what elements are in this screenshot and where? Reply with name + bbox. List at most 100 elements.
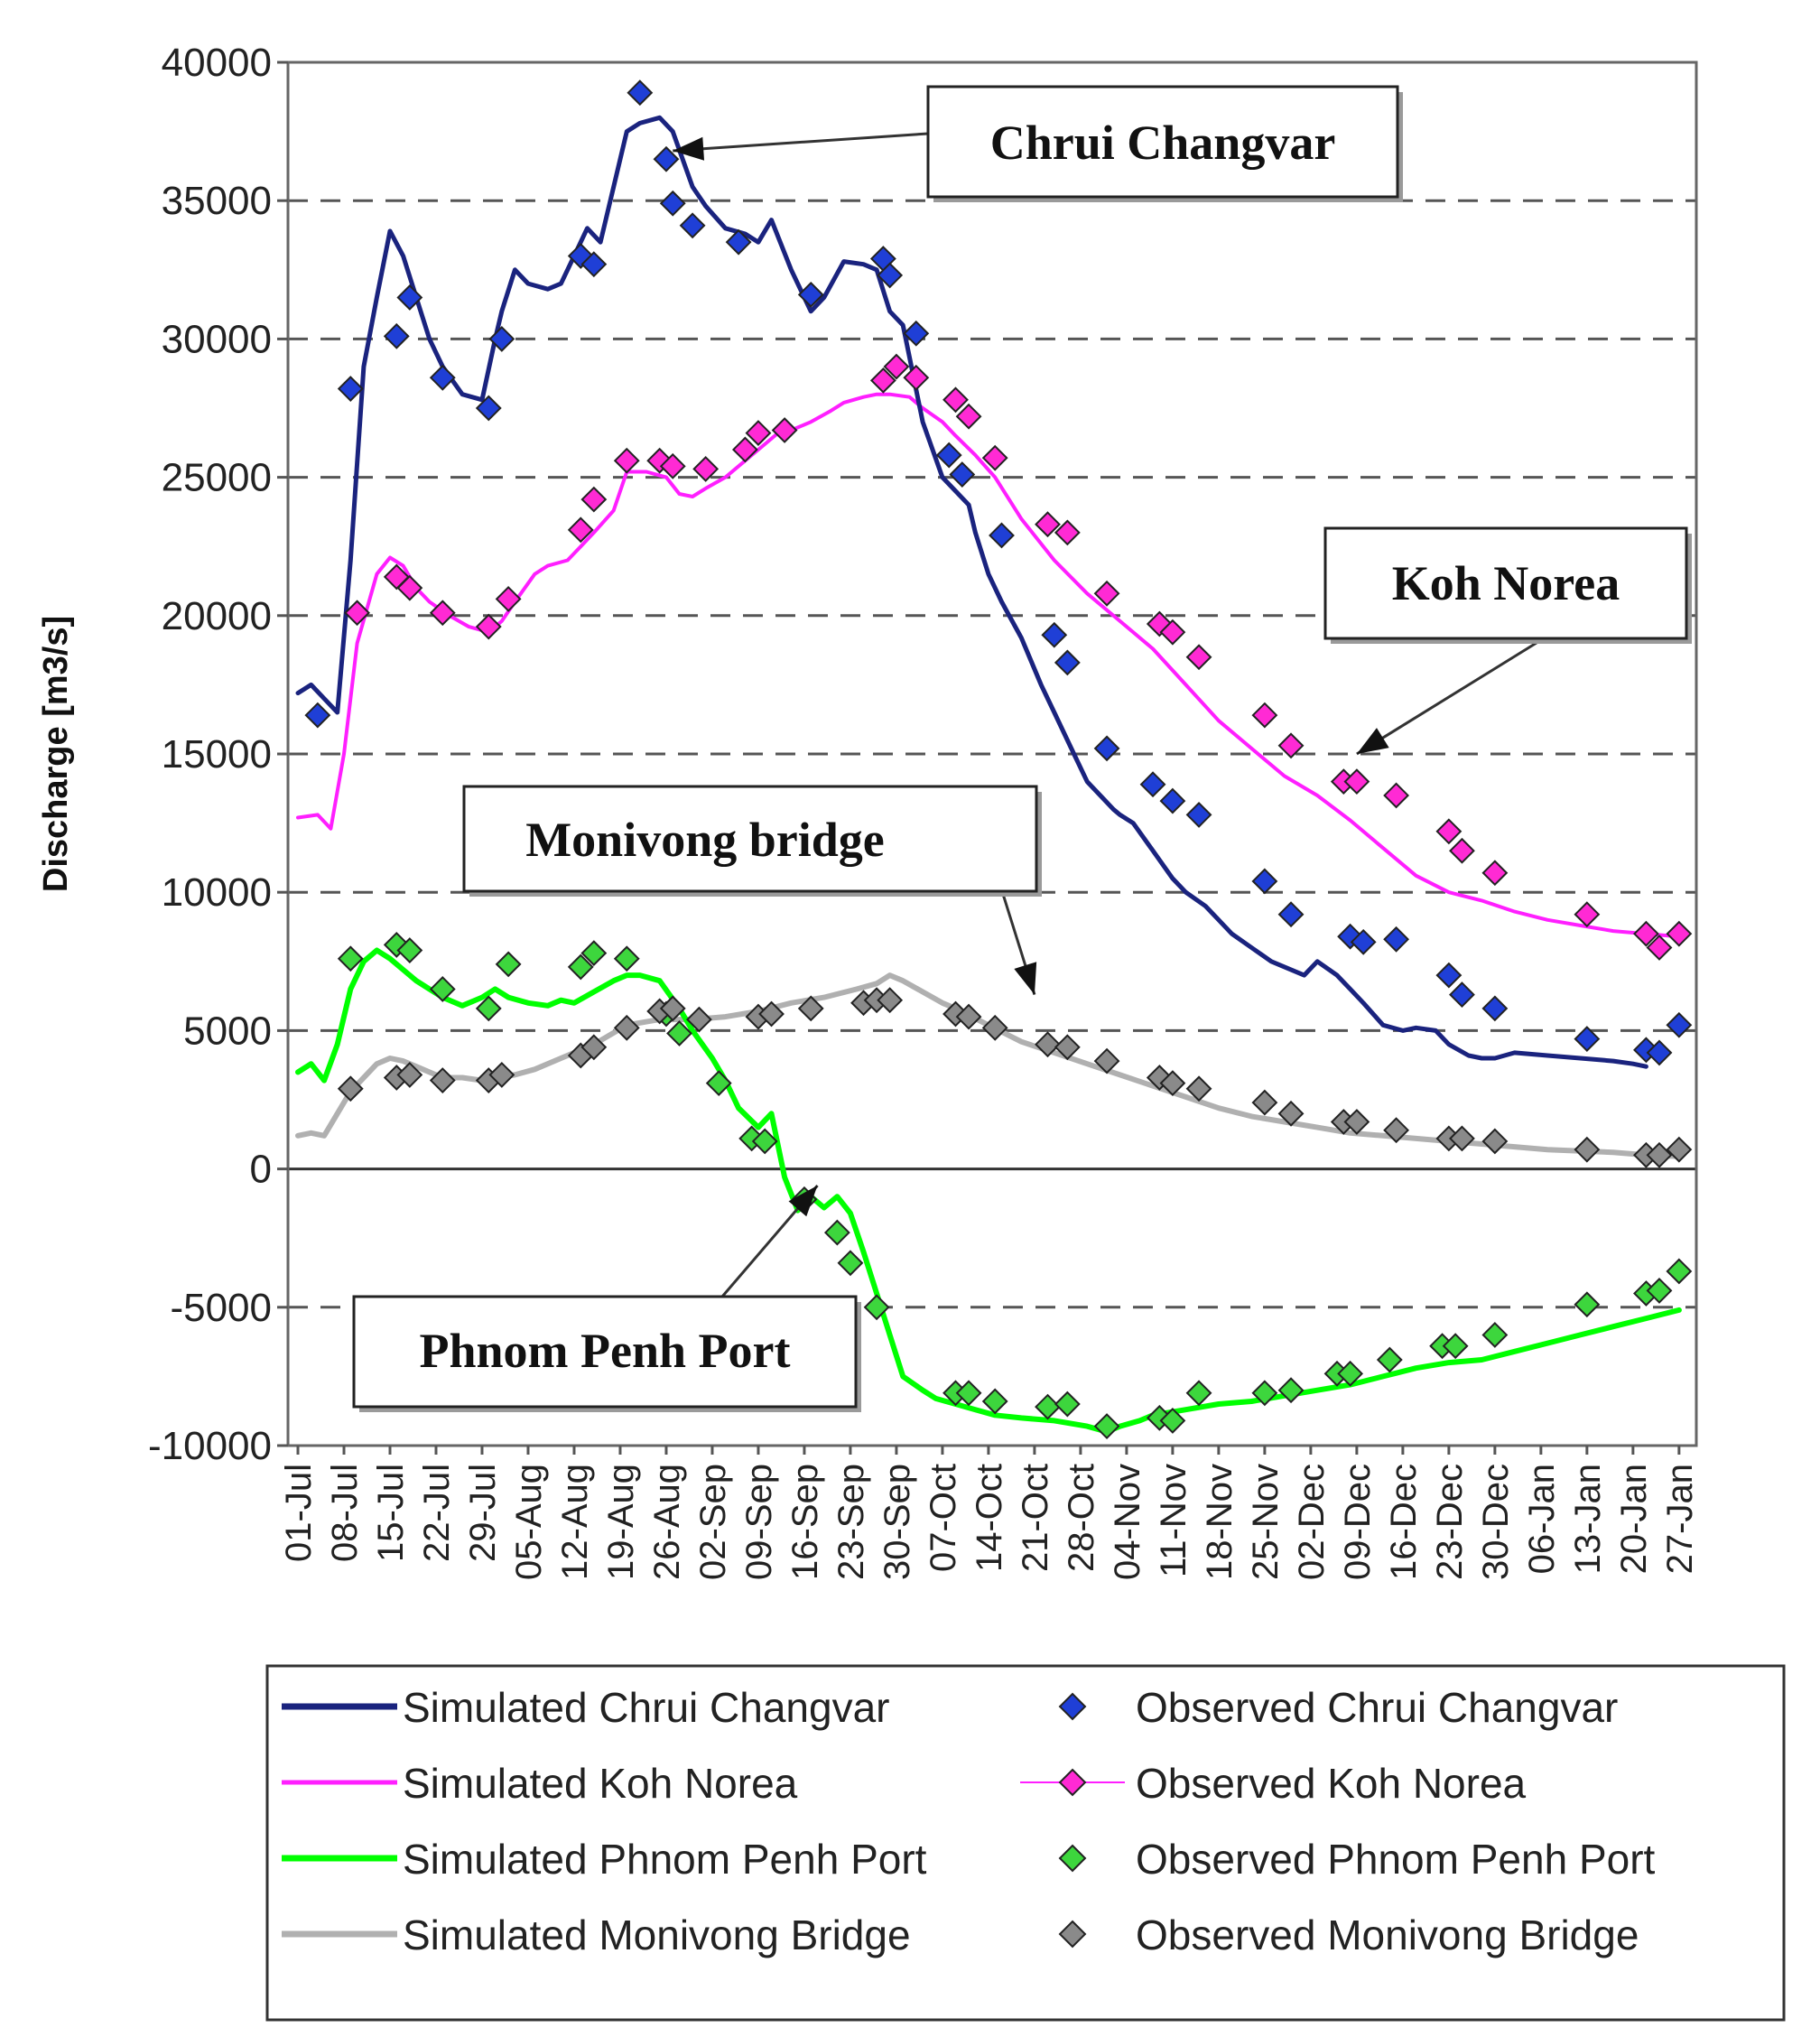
- data-point-observed-phnom-penh-port: [1251, 1380, 1278, 1407]
- x-tick-label: 23-Dec: [1430, 1464, 1470, 1580]
- data-point-observed-monivong-bridge: [758, 1000, 785, 1028]
- data-point-observed-chrui-changvar: [1159, 787, 1186, 814]
- data-point-observed-koh-norea: [1481, 860, 1509, 887]
- legend-frame: [265, 1664, 1786, 2022]
- data-point-observed-chrui-changvar: [1251, 868, 1278, 895]
- data-point-observed-phnom-penh-port: [751, 1128, 778, 1155]
- data-point-observed-chrui-changvar: [1383, 925, 1410, 953]
- legend-label: Observed Koh Norea: [1136, 1760, 1527, 1807]
- x-tick-label: 11-Nov: [1154, 1464, 1193, 1577]
- series-line-simulated-koh-norea: [296, 392, 1681, 939]
- x-tick-label: 30-Dec: [1476, 1464, 1516, 1580]
- data-point-observed-monivong-bridge: [659, 995, 686, 1022]
- data-point-observed-phnom-penh-port: [337, 945, 364, 972]
- x-tick-label: 25-Nov: [1246, 1464, 1286, 1580]
- annotation-box: [1323, 526, 1688, 640]
- y-tick-label: -10000: [148, 1424, 272, 1468]
- legend-marker-swatch: [1058, 1920, 1087, 1949]
- data-point-observed-monivong-bridge: [488, 1062, 515, 1088]
- legend-label: Simulated Chrui Changvar: [403, 1684, 890, 1731]
- x-tick-label: 01-Jul: [279, 1464, 319, 1562]
- data-point-observed-chrui-changvar: [1041, 621, 1068, 648]
- data-point-observed-koh-norea: [981, 444, 1008, 471]
- annotation-arrow-line: [1356, 637, 1545, 756]
- data-point-observed-phnom-penh-port: [1093, 1413, 1120, 1439]
- data-point-observed-monivong-bridge: [1481, 1128, 1509, 1155]
- data-point-observed-koh-norea: [1435, 818, 1462, 845]
- data-point-observed-koh-norea: [396, 574, 423, 601]
- series-layer: [295, 79, 1693, 1439]
- data-point-observed-phnom-penh-port: [613, 945, 640, 972]
- data-point-observed-phnom-penh-port: [1159, 1408, 1186, 1434]
- data-point-observed-chrui-changvar: [949, 461, 976, 488]
- data-point-observed-phnom-penh-port: [955, 1380, 982, 1407]
- data-point-observed-monivong-bridge: [981, 1014, 1008, 1041]
- x-tick-label: 29-Jul: [463, 1464, 503, 1562]
- data-point-observed-monivong-bridge: [613, 1014, 640, 1041]
- data-point-observed-phnom-penh-port: [1646, 1278, 1673, 1304]
- data-point-observed-koh-norea: [1277, 732, 1305, 759]
- data-point-observed-koh-norea: [1633, 920, 1659, 947]
- data-point-observed-phnom-penh-port: [396, 937, 423, 963]
- data-point-observed-phnom-penh-port: [666, 1020, 692, 1046]
- data-point-observed-phnom-penh-port: [705, 1070, 732, 1097]
- data-point-observed-monivong-bridge: [1383, 1117, 1410, 1144]
- data-point-observed-phnom-penh-port: [1035, 1393, 1061, 1420]
- data-point-observed-koh-norea: [1343, 768, 1370, 795]
- annotation-arrowhead: [1014, 962, 1037, 995]
- x-tick-label: 02-Dec: [1292, 1464, 1332, 1580]
- y-tick-label: 40000: [162, 41, 272, 85]
- x-tick-label: 21-Oct: [1016, 1464, 1055, 1572]
- data-point-observed-monivong-bridge: [580, 1034, 608, 1061]
- data-point-observed-phnom-penh-port: [475, 995, 502, 1022]
- legend-label: Observed Monivong Bridge: [1136, 1911, 1639, 1958]
- data-point-observed-phnom-penh-port: [495, 951, 522, 978]
- data-point-observed-koh-norea: [1159, 619, 1186, 646]
- series-line-simulated-monivong-bridge: [295, 972, 1682, 1159]
- x-tick-label: 16-Dec: [1384, 1464, 1424, 1580]
- x-tick-label: 26-Aug: [647, 1464, 687, 1580]
- data-point-observed-koh-norea: [745, 420, 772, 446]
- data-point-observed-koh-norea: [1035, 511, 1061, 538]
- annotations: Chrui Changvar Koh Norea Monivong bridge Ph…: [352, 85, 1692, 1412]
- data-point-observed-chrui-changvar: [679, 212, 706, 239]
- y-tick-label: 35000: [162, 179, 272, 223]
- data-point-observed-chrui-changvar: [304, 702, 331, 729]
- data-point-observed-chrui-changvar: [627, 79, 654, 107]
- data-point-observed-koh-norea: [1574, 901, 1601, 928]
- data-point-observed-phnom-penh-port: [1574, 1291, 1601, 1318]
- data-point-observed-chrui-changvar: [1666, 1011, 1693, 1038]
- annotation-label: Koh Norea: [1392, 556, 1620, 610]
- legend-marker-swatch: [1058, 1768, 1087, 1797]
- data-point-observed-phnom-penh-port: [823, 1219, 850, 1246]
- data-point-observed-monivong-bridge: [396, 1062, 423, 1088]
- data-point-observed-chrui-changvar: [1574, 1026, 1601, 1053]
- data-point-observed-chrui-changvar: [475, 395, 502, 422]
- data-point-observed-chrui-changvar: [1093, 735, 1120, 762]
- data-point-observed-monivong-bridge: [1646, 1141, 1673, 1168]
- data-point-observed-chrui-changvar: [797, 281, 824, 308]
- data-point-observed-monivong-bridge: [1093, 1047, 1120, 1074]
- data-point-observed-chrui-changvar: [1139, 771, 1166, 798]
- x-tick-label: 18-Nov: [1200, 1464, 1240, 1580]
- x-tick-label: 08-Jul: [325, 1464, 365, 1562]
- data-point-observed-koh-norea: [1666, 920, 1693, 947]
- data-point-observed-phnom-penh-port: [1376, 1346, 1403, 1373]
- data-point-observed-phnom-penh-port: [1481, 1322, 1509, 1348]
- legend-label: Simulated Monivong Bridge: [403, 1911, 911, 1958]
- x-tick-label: 12-Aug: [555, 1464, 595, 1580]
- annotation-arrow-line: [673, 132, 929, 153]
- x-tick-label: 23-Sep: [831, 1464, 871, 1580]
- data-point-observed-koh-norea: [1185, 644, 1212, 671]
- data-point-observed-monivong-bridge: [1343, 1109, 1370, 1135]
- legend-label: Simulated Koh Norea: [403, 1760, 798, 1807]
- data-point-observed-chrui-changvar: [383, 322, 410, 349]
- data-point-observed-monivong-bridge: [1035, 1031, 1061, 1058]
- data-point-observed-koh-norea: [731, 436, 758, 463]
- data-point-observed-koh-norea: [429, 600, 456, 627]
- data-point-observed-chrui-changvar: [1350, 928, 1377, 955]
- legend-marker-swatch: [1058, 1692, 1087, 1721]
- x-tick-label: 13-Jan: [1568, 1464, 1608, 1574]
- data-point-observed-koh-norea: [580, 486, 608, 513]
- legend-label: Simulated Phnom Penh Port: [403, 1836, 927, 1883]
